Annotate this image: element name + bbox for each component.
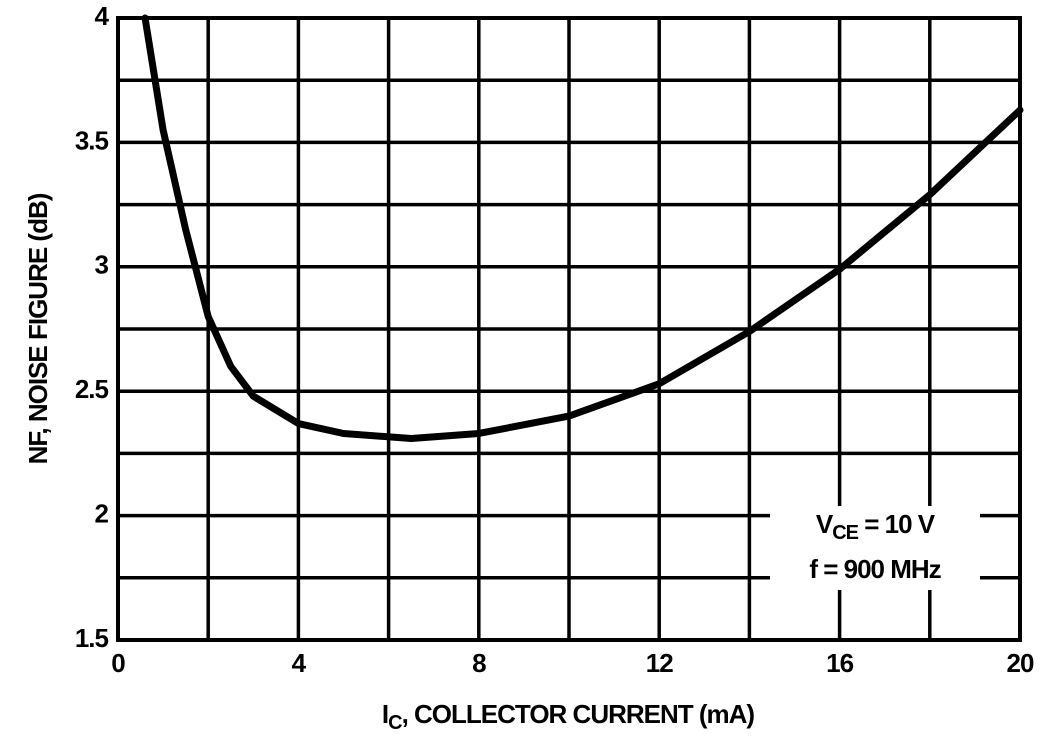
x-tick-label: 4 (292, 648, 307, 678)
x-tick-label: 12 (646, 648, 673, 678)
annotation: VCE = 10 V (816, 509, 936, 544)
annotation-rest: = 10 V (858, 509, 936, 539)
plot-frame (116, 16, 1022, 642)
x-axis-label-sub: C (388, 712, 402, 734)
x-axis-label-rest: , COLLECTOR CURRENT (mA) (402, 699, 755, 729)
y-tick-label: 3 (95, 250, 109, 280)
y-tick-label: 1.5 (75, 623, 109, 653)
curve (141, 14, 1024, 442)
annotation-main: V (816, 509, 834, 539)
x-tick-label: 8 (472, 648, 486, 678)
x-tick-label: 20 (1007, 648, 1034, 678)
y-tick-label: 2 (95, 498, 109, 528)
annotation-sub: CE (832, 522, 858, 544)
y-tick-label: 3.5 (75, 125, 109, 155)
y-tick-label: 2.5 (75, 374, 109, 404)
annotation: f = 900 MHz (809, 554, 941, 584)
x-tick-label: 16 (826, 648, 853, 678)
y-axis-label: NF, NOISE FIGURE (dB) (23, 193, 53, 464)
x-tick-label: 0 (111, 648, 125, 678)
annotation-background (770, 506, 980, 590)
y-tick-label: 4 (95, 1, 110, 31)
x-axis-label: IC, COLLECTOR CURRENT (mA) (382, 699, 755, 734)
x-axis-label-main: I (382, 699, 388, 729)
